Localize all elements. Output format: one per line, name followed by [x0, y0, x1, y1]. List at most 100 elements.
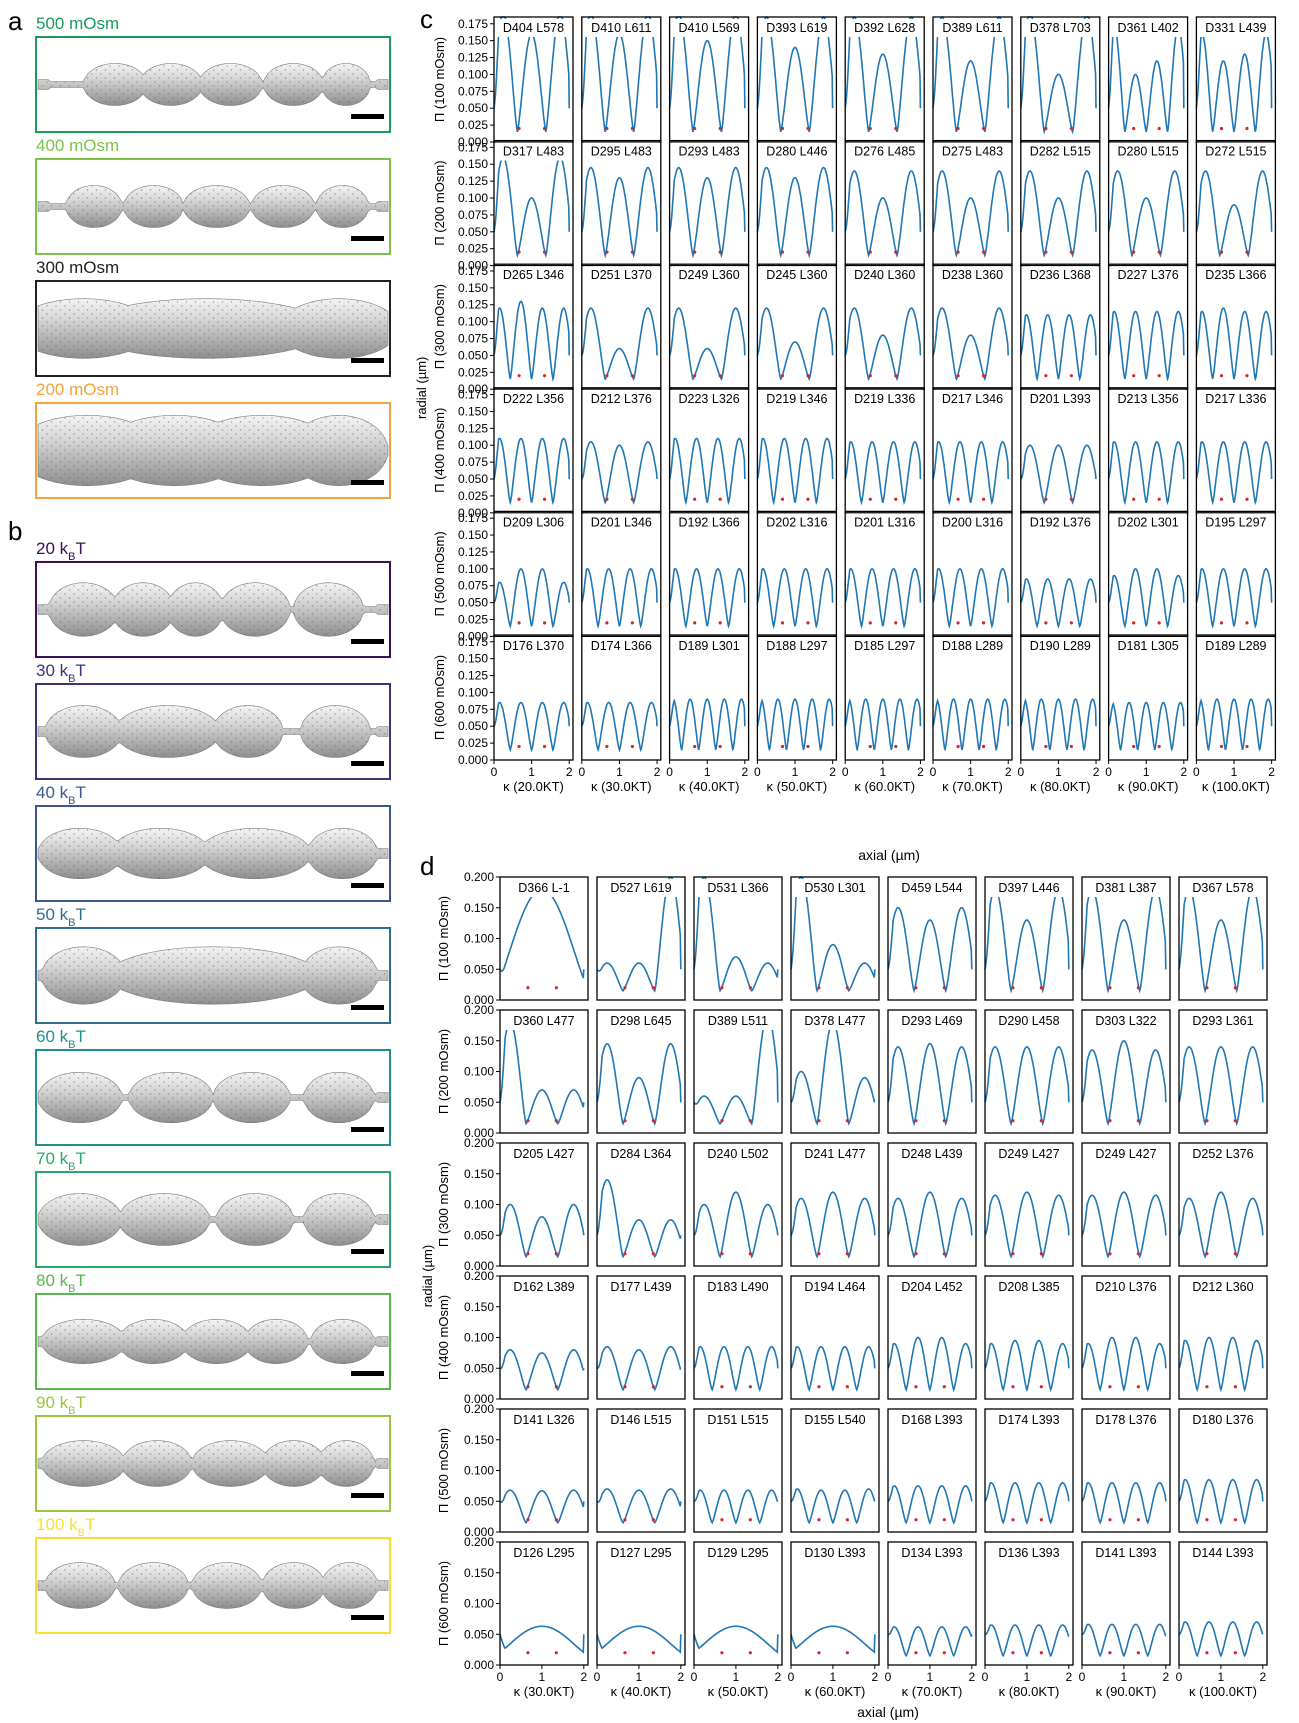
row-label: Π (600 mOsm) [436, 1561, 451, 1646]
cell-label-bg [1022, 142, 1098, 161]
cell-label: D303 L322 [1095, 1014, 1156, 1028]
profile-line [756, 567, 834, 630]
cell-label-bg [599, 879, 683, 897]
profile-point [651, 1651, 655, 1655]
c-cell-r3-c5: D217 L346 [932, 387, 1013, 514]
profile-point [651, 1252, 655, 1256]
cell-label: D280 L446 [766, 145, 827, 159]
profile-line [493, 701, 570, 753]
cell-label-bg [935, 389, 1010, 408]
cell-label: D223 L326 [679, 392, 740, 406]
cell-frame [1020, 387, 1101, 514]
d-cell-r3-c7: D212 L360 [1178, 1275, 1268, 1400]
c-cell-r2-c8: D235 L366 [1195, 263, 1277, 390]
cell-label: D177 L439 [610, 1280, 671, 1294]
c-cell-r0-c6: D378 L703 [1020, 16, 1101, 143]
profile-point [554, 1119, 558, 1123]
cell-label: D217 L336 [1205, 392, 1266, 406]
profile-point [693, 126, 697, 131]
row-label: Π (100 mOsm) [432, 37, 447, 122]
cell-label-bg [987, 879, 1071, 897]
y-tick-label: 0.200 [464, 1402, 494, 1416]
scale-bar [351, 1127, 384, 1132]
cell-label-bg [987, 1012, 1071, 1030]
profile-point [981, 497, 986, 501]
profile-point [542, 497, 547, 501]
y-tick-label: 0.200 [464, 1003, 494, 1017]
profile-point [1132, 374, 1136, 378]
cell-label-bg [847, 513, 923, 532]
cell-frame [493, 510, 574, 638]
row-label: Π (500 mOsm) [436, 1428, 451, 1513]
cell-label: D210 L376 [1095, 1280, 1156, 1294]
cell-frame [581, 16, 662, 143]
col-label: κ (80.0KT) [1030, 779, 1091, 794]
col-label: κ (90.0KT) [1096, 1684, 1157, 1699]
cell-frame [1020, 16, 1101, 143]
panel-b-membrane-shapes: b 20 kBT 30 kBT 40 kBT 50 kBT 60 kBT 70 kBT 80 … [8, 516, 391, 1634]
cell-label: D317 L483 [503, 145, 564, 159]
profile-point [894, 497, 898, 501]
profile-point [1044, 497, 1048, 501]
c-cell-r0-c3: D393 L619 [756, 16, 838, 143]
cell-label-bg [696, 879, 780, 897]
profile-point [1044, 250, 1048, 254]
profile-line [984, 1482, 1070, 1525]
cell-label-bg [496, 389, 571, 408]
d-cell-r5-c5: D136 L393 0 1 2 κ (80.0KT) [982, 1541, 1074, 1699]
profile-point [517, 250, 521, 254]
profile-point [623, 1651, 627, 1655]
d-cell-r1-c0: D360 L477 0.000 0.050 0.100 0.150 0.200 Π (200… [436, 1003, 589, 1140]
profile-point [693, 250, 697, 254]
cell-frame [756, 387, 838, 514]
c-cell-r4-c8: D195 L297 [1195, 510, 1277, 638]
col-label: κ (30.0KT) [591, 779, 652, 794]
profile-point [1069, 497, 1073, 501]
x-tick-label: 2 [917, 765, 924, 779]
profile-line [984, 1046, 1070, 1127]
cell-label: D240 L502 [707, 1147, 768, 1161]
profile-line [887, 1191, 973, 1259]
cell-label: D459 L544 [901, 881, 962, 895]
y-tick-label: 0.100 [458, 67, 488, 81]
profile-point [1233, 1119, 1237, 1123]
y-tick-label: 0.100 [464, 1464, 494, 1478]
x-tick-label: 0 [691, 1670, 698, 1684]
col-label: κ (70.0KT) [942, 779, 1003, 794]
profile-line [790, 1191, 876, 1259]
cell-label: D204 L452 [901, 1280, 962, 1294]
profile-point [718, 621, 722, 625]
profile-point [1245, 744, 1249, 749]
membrane-mesh [38, 415, 388, 486]
col-label: κ (40.0KT) [679, 779, 740, 794]
cell-label-bg [793, 1145, 877, 1163]
profile-point [817, 1119, 821, 1123]
cell-label: D248 L439 [901, 1147, 962, 1161]
y-tick-label: 0.100 [464, 932, 494, 946]
panel-letter: c [420, 4, 433, 34]
profile-line [1178, 1621, 1264, 1658]
cell-label: D195 L297 [1205, 515, 1266, 529]
profile-line [1178, 1191, 1264, 1259]
cell-frame [1081, 1541, 1171, 1666]
cell-label-bg [1198, 389, 1274, 408]
profile-line [932, 698, 1009, 752]
cell-label: D249 L427 [1095, 1147, 1156, 1161]
cell-label: D205 L427 [513, 1147, 574, 1161]
cell-label-bg [1110, 266, 1186, 285]
d-cell-r0-c6: D381 L387 [1081, 876, 1171, 1001]
x-tick-label: 0 [930, 765, 937, 779]
cell-label-bg [502, 1544, 586, 1562]
cell-label: D276 L485 [854, 145, 915, 159]
profile-point [748, 1385, 752, 1389]
profile-line [693, 1345, 779, 1392]
cell-label: D275 L483 [942, 145, 1003, 159]
cell-frame [844, 16, 925, 143]
y-tick-label: 0.025 [458, 365, 488, 379]
profile-point [806, 126, 810, 131]
d-cell-r4-c5: D174 L393 [984, 1408, 1074, 1533]
profile-point [1108, 1651, 1112, 1655]
y-tick-label: 0.150 [464, 1566, 494, 1580]
cell-frame [493, 263, 574, 390]
cell-frame [1020, 634, 1101, 761]
